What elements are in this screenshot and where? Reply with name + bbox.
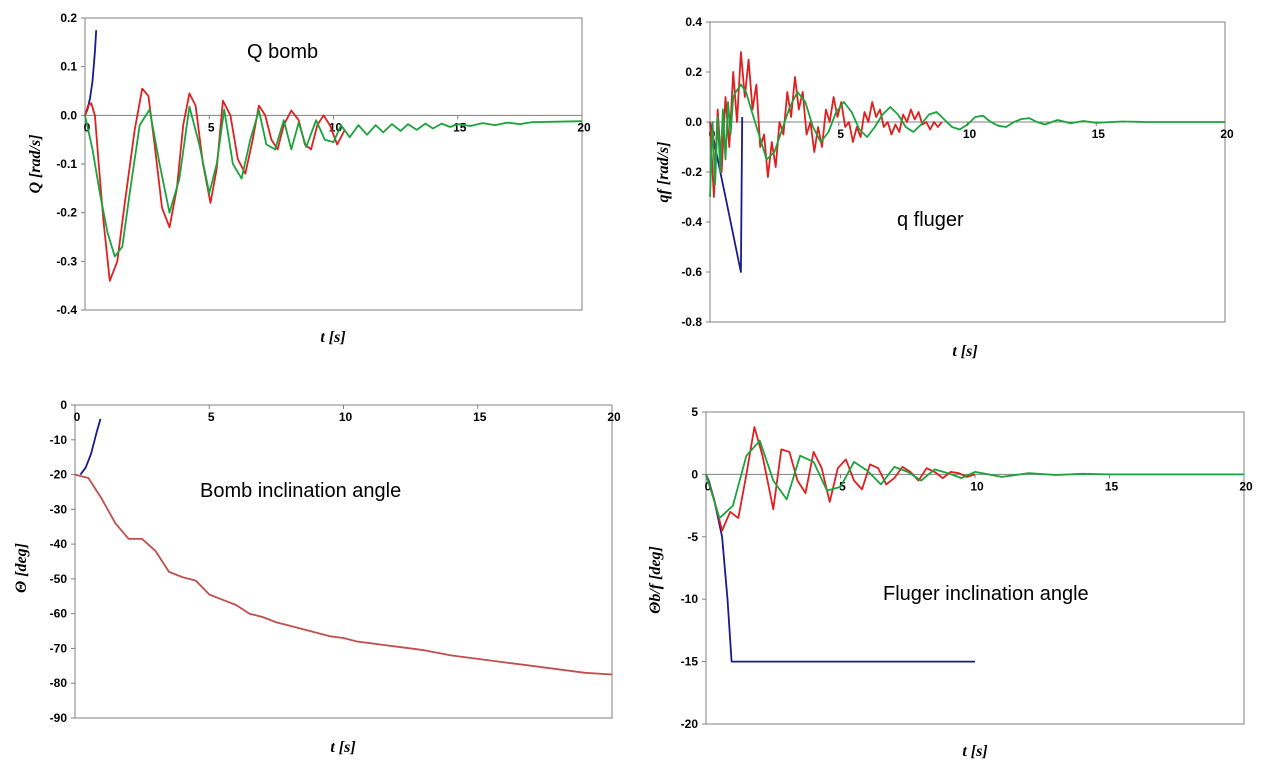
y-tick-label: 5 bbox=[691, 405, 698, 419]
y-tick-label: -0.2 bbox=[681, 165, 702, 179]
y-tick-label: -15 bbox=[681, 655, 699, 669]
x-tick-label: 0 bbox=[705, 479, 712, 493]
x-axis-label: t [s] bbox=[330, 739, 355, 756]
chart-fluger-inclination: 0 5 10 15 20 5 0 -5 -10 -15 -20 Fluger inclination … bbox=[647, 405, 1253, 760]
y-tick-label: -80 bbox=[50, 676, 68, 690]
x-tick-label: 10 bbox=[339, 410, 353, 424]
x-tick-label: 0 bbox=[74, 410, 81, 424]
y-tick-label: 0.1 bbox=[60, 60, 77, 74]
x-tick-label: 15 bbox=[453, 120, 467, 134]
y-tick-label: -0.8 bbox=[681, 315, 702, 329]
y-tick-label: -40 bbox=[50, 537, 68, 551]
y-tick-label: -90 bbox=[50, 711, 68, 725]
y-tick-label: 0.4 bbox=[685, 15, 702, 29]
y-tick-label: -10 bbox=[681, 592, 699, 606]
x-tick-label: 20 bbox=[607, 410, 621, 424]
series-line-2 bbox=[709, 83, 1225, 198]
x-tick-label: 20 bbox=[1220, 127, 1234, 141]
chart-bomb-inclination: 0 5 10 15 20 0 -10 -20 -30 -40 -50 -60 -70 -80 -90 Bomb… bbox=[13, 398, 621, 756]
x-tick-label: 5 bbox=[837, 127, 844, 141]
y-axis-label: qf [rad/s] bbox=[655, 142, 672, 203]
series-line-1 bbox=[74, 473, 613, 676]
chart-q-bomb: 0 5 10 15 200.20.10.0-0.1-0.2-0.3-0.4Q bombt… bbox=[27, 11, 591, 346]
y-axis-label: Θb/f [deg] bbox=[647, 546, 664, 614]
y-tick-label: -0.2 bbox=[56, 206, 77, 220]
y-tick-label: -50 bbox=[50, 572, 68, 586]
plot-area bbox=[705, 411, 1245, 725]
y-tick-label: 0.2 bbox=[685, 65, 702, 79]
x-tick-label: 20 bbox=[577, 120, 591, 134]
y-tick-label: -70 bbox=[50, 641, 68, 655]
x-axis-label: t [s] bbox=[320, 329, 345, 346]
y-tick-label: -30 bbox=[50, 502, 68, 516]
annotation-text: Fluger inclination angle bbox=[883, 583, 1089, 605]
y-tick-label: -60 bbox=[50, 607, 68, 621]
annotation-text: q fluger bbox=[897, 209, 964, 231]
y-tick-label: -0.4 bbox=[681, 215, 702, 229]
x-tick-label: 5 bbox=[208, 410, 215, 424]
x-tick-label: 5 bbox=[208, 120, 215, 134]
x-tick-label: 15 bbox=[473, 410, 487, 424]
x-tick-label: 5 bbox=[839, 479, 846, 493]
y-tick-label: 0.0 bbox=[685, 115, 702, 129]
plot-area bbox=[84, 17, 583, 311]
x-axis-label: t [s] bbox=[962, 743, 987, 760]
y-tick-label: 0.0 bbox=[60, 108, 77, 122]
y-axis-label: Q [rad/s] bbox=[27, 134, 44, 193]
x-axis-label: t [s] bbox=[952, 343, 977, 360]
x-tick-label: 15 bbox=[1092, 127, 1106, 141]
y-tick-label: 0 bbox=[60, 398, 67, 412]
x-tick-label: 20 bbox=[1239, 479, 1253, 493]
x-tick-label: 10 bbox=[970, 479, 984, 493]
series-line-0 bbox=[79, 418, 102, 476]
y-tick-label: -5 bbox=[687, 530, 698, 544]
y-tick-label: -20 bbox=[50, 468, 68, 482]
y-tick-label: -0.4 bbox=[56, 303, 77, 317]
y-axis-label: Θ [deg] bbox=[13, 543, 30, 593]
x-tick-label: 10 bbox=[963, 127, 977, 141]
y-tick-label: -0.6 bbox=[681, 265, 702, 279]
series-line-2 bbox=[84, 105, 583, 258]
annotation-text: Q bomb bbox=[247, 41, 318, 63]
x-tick-label: 15 bbox=[1105, 479, 1119, 493]
chart-q-fluger: 0 5 10 15 200.40.20.0-0.2-0.4-0.6-0.8q fluge… bbox=[655, 15, 1234, 360]
annotation-text: Bomb inclination angle bbox=[200, 480, 401, 502]
series-line-1 bbox=[709, 51, 943, 198]
y-tick-label: -0.1 bbox=[56, 157, 77, 171]
plot-area bbox=[709, 21, 1226, 323]
y-tick-label: 0.2 bbox=[60, 11, 77, 25]
y-tick-label: -20 bbox=[681, 717, 699, 731]
y-tick-label: -0.3 bbox=[56, 254, 77, 268]
plot-area bbox=[74, 404, 613, 719]
y-tick-label: 0 bbox=[691, 467, 698, 481]
series-line-2 bbox=[705, 439, 1244, 519]
y-tick-label: -10 bbox=[50, 433, 68, 447]
